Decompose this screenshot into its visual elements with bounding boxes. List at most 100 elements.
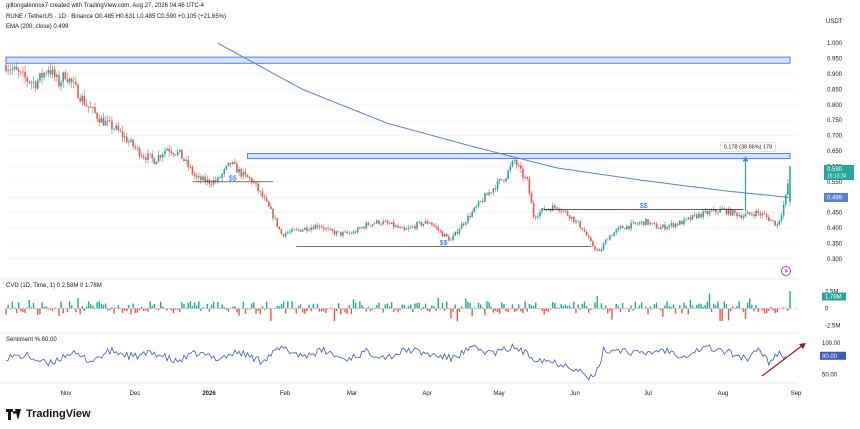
candle bbox=[666, 227, 668, 230]
cvd-bar bbox=[679, 304, 681, 309]
candle bbox=[94, 107, 96, 113]
ema-price-label: 0.499 bbox=[827, 195, 843, 201]
cvd-bar bbox=[128, 305, 130, 309]
cvd-bar bbox=[299, 304, 302, 309]
candle bbox=[460, 223, 463, 230]
price-tick-label: 0.800 bbox=[827, 103, 843, 109]
candle bbox=[670, 223, 673, 226]
candle bbox=[113, 129, 115, 130]
cvd-bar bbox=[672, 304, 675, 309]
candle bbox=[422, 223, 425, 226]
cvd-bar bbox=[634, 301, 637, 309]
cvd-bar bbox=[545, 308, 548, 312]
cvd-bar bbox=[79, 308, 81, 315]
candle bbox=[276, 218, 279, 227]
candle bbox=[579, 221, 582, 228]
time-tick-label: Dec bbox=[130, 391, 141, 397]
cvd-bar bbox=[664, 305, 666, 309]
candle bbox=[128, 141, 130, 143]
candle bbox=[151, 154, 154, 159]
cvd-bar bbox=[583, 301, 586, 309]
cvd-bar bbox=[304, 308, 306, 314]
candle bbox=[272, 208, 274, 219]
candle bbox=[568, 215, 571, 219]
cvd-bar bbox=[5, 308, 7, 315]
candle bbox=[738, 215, 740, 217]
candle bbox=[742, 216, 745, 218]
cvd-bar bbox=[609, 308, 611, 312]
cvd-bar bbox=[270, 308, 272, 322]
cvd-bar bbox=[395, 308, 397, 310]
candle bbox=[545, 209, 548, 211]
cvd-bar bbox=[253, 302, 255, 309]
candle bbox=[575, 220, 577, 223]
cvd-bar bbox=[276, 305, 278, 309]
cvd-bar bbox=[308, 304, 310, 309]
candle bbox=[659, 227, 662, 230]
time-tick-label: Feb bbox=[280, 391, 291, 397]
cvd-bar bbox=[119, 308, 122, 309]
cvd-bar bbox=[437, 297, 439, 309]
cvd-bar bbox=[227, 308, 230, 312]
candle bbox=[214, 179, 217, 182]
cvd-bar bbox=[774, 308, 776, 313]
candle bbox=[225, 165, 228, 170]
candle bbox=[708, 211, 711, 215]
candle bbox=[683, 219, 685, 225]
cvd-bar bbox=[524, 301, 526, 309]
tradingview-brand[interactable]: TradingView bbox=[6, 408, 91, 420]
cvd-bar bbox=[765, 308, 768, 314]
cvd-bar bbox=[166, 308, 168, 311]
candle bbox=[606, 239, 609, 241]
candle bbox=[354, 231, 357, 233]
candle bbox=[388, 223, 391, 224]
cvd-bar bbox=[407, 305, 410, 309]
candle bbox=[774, 220, 776, 226]
cvd-bar bbox=[653, 304, 656, 309]
cvd-bar bbox=[208, 308, 211, 312]
cvd-bar bbox=[547, 308, 550, 312]
cvd-bar bbox=[585, 306, 588, 309]
candle bbox=[765, 214, 768, 217]
author-credit: giltongalennox7 created with TradingView… bbox=[6, 3, 205, 9]
cvd-bar bbox=[380, 308, 382, 309]
cvd-legend[interactable]: CVD (1D, Time, 1) 0 2.58M 0 1.78M bbox=[6, 283, 102, 289]
cvd-bar bbox=[9, 308, 11, 310]
candle bbox=[452, 235, 454, 240]
symbol-ohlc-legend[interactable]: RUNE / TetherUS · 1D · Binance O0.485 H0… bbox=[6, 14, 227, 20]
candle bbox=[759, 213, 762, 216]
cvd-bar bbox=[418, 302, 420, 309]
cvd-bar bbox=[140, 306, 143, 309]
cvd-bar bbox=[333, 308, 336, 321]
cvd-bar bbox=[651, 308, 653, 310]
candle bbox=[384, 221, 387, 222]
candle bbox=[539, 211, 541, 217]
candle bbox=[350, 232, 353, 234]
candle bbox=[206, 179, 209, 182]
candle bbox=[604, 239, 607, 244]
cvd-bar bbox=[452, 308, 454, 312]
measure-label: 0.178 (38.86%) 178 bbox=[724, 145, 772, 151]
sentiment-legend[interactable]: Sentiment % 80.00 bbox=[6, 337, 57, 343]
cvd-bar bbox=[681, 308, 683, 314]
candle bbox=[465, 222, 467, 225]
cvd-bar bbox=[590, 308, 592, 310]
last-price-countdown: 15:13:30 bbox=[827, 173, 847, 179]
cvd-bar bbox=[81, 305, 83, 309]
candle bbox=[784, 194, 787, 205]
candle bbox=[295, 229, 298, 231]
price-tick-label: 0.300 bbox=[827, 257, 843, 263]
cvd-bar bbox=[624, 308, 626, 309]
candle bbox=[367, 222, 370, 226]
cvd-bar bbox=[225, 308, 228, 310]
candle bbox=[689, 217, 692, 220]
candle bbox=[653, 222, 656, 224]
cvd-bar bbox=[689, 299, 692, 309]
cvd-bar bbox=[787, 308, 789, 311]
candle bbox=[329, 229, 331, 230]
time-tick-label: Jul bbox=[644, 391, 652, 397]
candle bbox=[698, 213, 700, 219]
ema-legend[interactable]: EMA (200, close) 0.499 bbox=[6, 24, 69, 30]
cvd-value-label: 1.78M bbox=[825, 295, 842, 301]
